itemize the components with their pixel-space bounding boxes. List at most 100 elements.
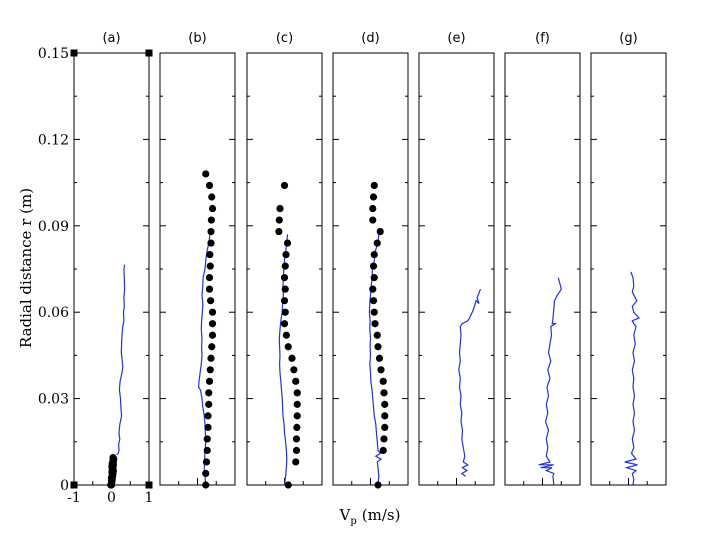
data-point — [280, 274, 289, 282]
panel-label: (d) — [361, 31, 379, 46]
data-point — [370, 181, 378, 190]
data-point — [202, 481, 210, 489]
data-point — [275, 216, 283, 224]
data-point — [281, 262, 289, 270]
panels: (a)00.030.060.090.120.15-1 0 1(b) (c) (d) (e)… — [38, 31, 667, 506]
y-tick-label: 0 — [60, 478, 69, 494]
data-point — [205, 181, 214, 190]
data-point — [369, 297, 378, 305]
data-point — [202, 170, 210, 178]
data-point — [205, 389, 213, 397]
x-axis-label-main: V — [339, 506, 352, 524]
panel-frame — [159, 52, 236, 486]
data-point — [282, 331, 290, 339]
data-point — [374, 481, 382, 489]
data-point — [373, 331, 381, 339]
series-line — [624, 271, 641, 486]
data-point — [207, 216, 215, 224]
data-point — [369, 216, 377, 224]
data-point — [293, 423, 301, 431]
data-point — [371, 320, 379, 328]
data-point — [205, 400, 213, 408]
data-point — [205, 274, 214, 282]
panel-label: (g) — [619, 31, 637, 46]
y-tick-label: 0.09 — [38, 219, 69, 235]
data-point — [204, 412, 212, 420]
data-point — [275, 227, 283, 236]
x-axis-label-unit: (m/s) — [362, 506, 401, 524]
panel-frame — [418, 52, 495, 486]
data-point — [292, 458, 300, 466]
data-point — [205, 377, 214, 385]
panel-frame — [332, 52, 409, 486]
data-point — [292, 446, 301, 455]
data-point — [280, 181, 289, 190]
data-point — [376, 227, 384, 236]
data-point — [293, 412, 301, 420]
series-line — [116, 264, 126, 456]
series-line — [458, 288, 482, 477]
x-tick-label: 1 — [145, 490, 154, 506]
corner-marker — [145, 481, 153, 489]
panel-label: (c) — [276, 31, 293, 46]
data-point — [208, 308, 217, 316]
panel-label: (e) — [447, 31, 465, 46]
data-point — [379, 377, 387, 385]
data-point — [292, 377, 300, 385]
panel-frame — [504, 52, 581, 486]
data-point — [381, 423, 389, 431]
series-line — [278, 234, 289, 486]
data-point — [206, 366, 214, 374]
data-point — [107, 481, 115, 489]
data-point — [374, 343, 382, 351]
y-tick-label: 0.12 — [38, 132, 69, 148]
data-point — [284, 343, 292, 351]
data-point — [380, 435, 388, 443]
x-axis-label-sub: p — [350, 516, 356, 527]
data-point — [284, 481, 292, 489]
data-point — [373, 239, 381, 247]
data-point — [379, 446, 387, 455]
panel-label: (b) — [188, 31, 206, 46]
data-point — [202, 469, 210, 478]
data-point — [207, 297, 215, 305]
data-point — [369, 204, 377, 213]
x-tick-label: 0 — [107, 490, 116, 506]
data-point — [292, 435, 301, 443]
panel-frame — [590, 52, 667, 486]
data-point — [381, 412, 389, 420]
data-point — [207, 354, 215, 362]
corner-marker — [70, 481, 78, 489]
data-point — [370, 274, 378, 282]
x-tick-label: -1 — [67, 490, 81, 506]
data-point — [293, 400, 301, 408]
data-point — [207, 239, 215, 247]
data-point — [282, 251, 290, 259]
data-point — [288, 354, 296, 362]
data-point — [290, 366, 298, 374]
corner-marker — [145, 49, 153, 57]
data-point — [293, 389, 301, 397]
data-point — [204, 423, 212, 431]
data-point — [208, 320, 217, 328]
panel-frame — [73, 52, 150, 486]
panel-label: (a) — [102, 31, 120, 46]
data-point — [381, 400, 389, 408]
data-point — [280, 297, 289, 305]
data-point — [369, 285, 377, 293]
data-point — [377, 366, 385, 374]
data-point — [208, 204, 217, 213]
data-point — [380, 389, 388, 397]
data-point — [370, 308, 378, 316]
y-tick-label: 0.03 — [38, 392, 69, 408]
data-point — [208, 193, 216, 201]
data-point — [281, 285, 289, 293]
data-point — [205, 285, 214, 293]
data-point — [208, 331, 217, 339]
y-axis-label: Radial distance r (m) — [17, 188, 35, 348]
x-axis-label: Vp (m/s) — [339, 506, 401, 527]
data-point — [375, 354, 384, 362]
corner-marker — [70, 49, 78, 57]
data-point — [206, 262, 214, 270]
